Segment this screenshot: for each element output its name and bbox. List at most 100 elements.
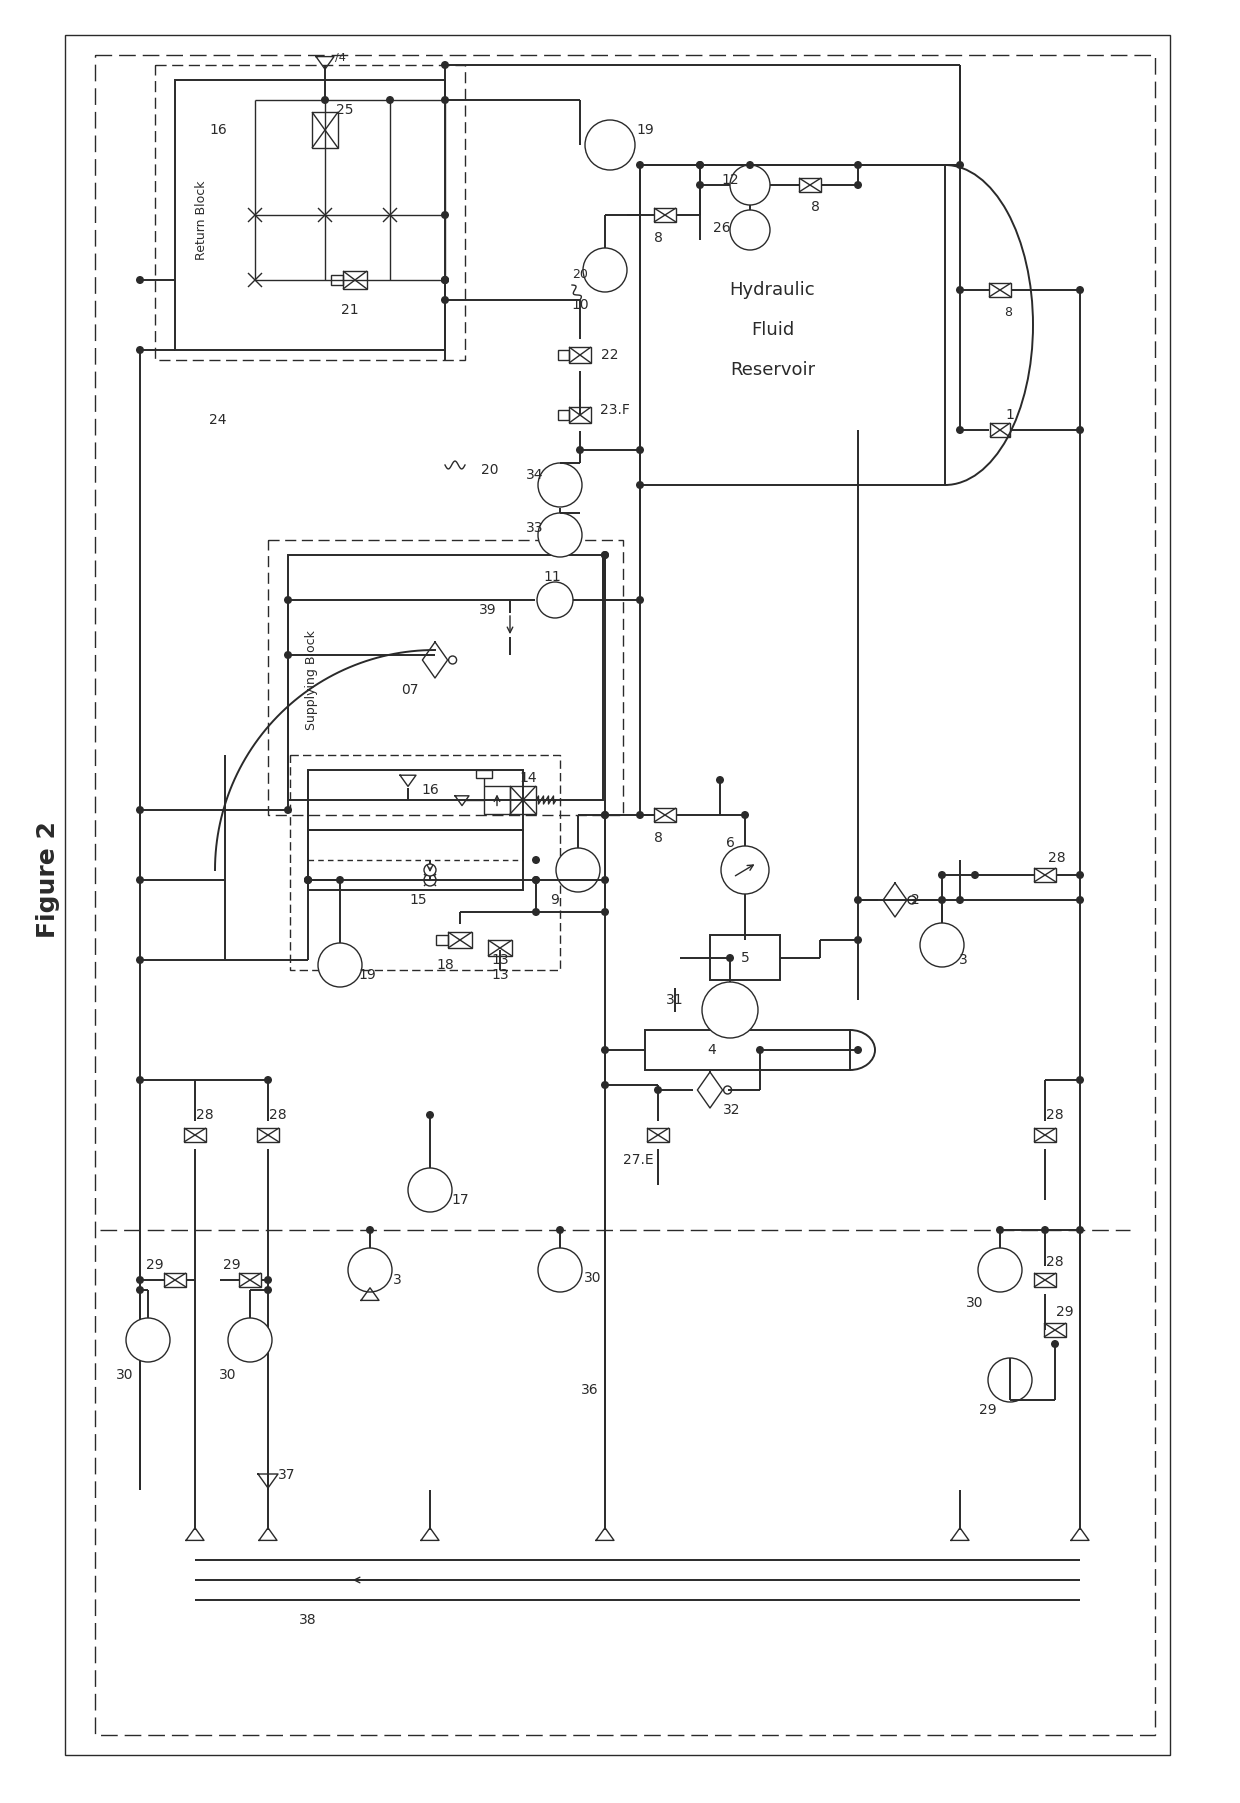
Bar	[175, 79, 445, 350]
Bar	[510, 786, 536, 813]
Bar	[288, 555, 603, 801]
Text: 20: 20	[481, 463, 498, 478]
Circle shape	[601, 552, 609, 559]
Circle shape	[441, 276, 449, 285]
Bar	[558, 350, 569, 361]
Circle shape	[424, 864, 436, 876]
Text: 29: 29	[980, 1403, 997, 1417]
Circle shape	[336, 876, 343, 883]
Text: 28: 28	[1047, 1255, 1064, 1269]
Circle shape	[532, 876, 539, 883]
Circle shape	[538, 514, 582, 557]
Text: Return Block: Return Block	[195, 180, 208, 260]
Circle shape	[696, 160, 704, 169]
Circle shape	[920, 923, 963, 966]
Text: 29: 29	[146, 1258, 164, 1271]
Circle shape	[228, 1318, 272, 1361]
Bar	[290, 755, 560, 970]
Bar	[489, 939, 512, 956]
Circle shape	[1076, 1226, 1084, 1233]
Text: 13: 13	[491, 954, 508, 966]
Circle shape	[136, 276, 144, 285]
Circle shape	[725, 954, 734, 963]
Text: 38: 38	[299, 1614, 316, 1626]
Circle shape	[956, 287, 963, 294]
Text: 19: 19	[636, 123, 653, 137]
Text: 28: 28	[1048, 851, 1066, 865]
Circle shape	[556, 1226, 564, 1233]
Text: 10: 10	[572, 297, 589, 312]
Bar	[484, 786, 510, 813]
Circle shape	[284, 597, 291, 604]
Circle shape	[427, 1111, 434, 1120]
Circle shape	[126, 1318, 170, 1361]
Circle shape	[720, 846, 769, 894]
Circle shape	[601, 811, 609, 819]
Circle shape	[441, 96, 449, 105]
Circle shape	[538, 1248, 582, 1293]
Circle shape	[386, 96, 394, 105]
Circle shape	[601, 1082, 609, 1089]
Circle shape	[696, 180, 704, 189]
Circle shape	[424, 874, 436, 885]
Circle shape	[348, 1248, 392, 1293]
Circle shape	[702, 983, 758, 1039]
Circle shape	[908, 896, 916, 903]
Bar	[711, 936, 780, 981]
Circle shape	[532, 856, 539, 864]
Circle shape	[956, 896, 963, 903]
Text: 16: 16	[210, 123, 227, 137]
Text: 4: 4	[708, 1042, 717, 1057]
Bar	[64, 34, 1171, 1754]
Circle shape	[854, 1046, 862, 1055]
Circle shape	[556, 847, 600, 892]
Text: 5: 5	[740, 950, 749, 965]
Bar	[558, 411, 569, 420]
Bar	[1034, 1129, 1056, 1141]
Bar	[312, 112, 339, 148]
Text: 9: 9	[551, 892, 559, 907]
Bar	[799, 178, 821, 191]
Circle shape	[577, 445, 584, 454]
Circle shape	[956, 160, 963, 169]
Circle shape	[441, 276, 449, 285]
Circle shape	[746, 160, 754, 169]
Text: Hydraulic: Hydraulic	[729, 281, 816, 299]
Circle shape	[532, 876, 539, 883]
Circle shape	[304, 876, 312, 883]
Circle shape	[585, 121, 635, 169]
Circle shape	[583, 249, 627, 292]
Text: 18: 18	[436, 957, 454, 972]
Text: 8: 8	[653, 231, 662, 245]
Text: 28: 28	[196, 1109, 213, 1121]
Text: 12: 12	[722, 173, 739, 188]
Circle shape	[730, 166, 770, 206]
Circle shape	[854, 160, 862, 169]
Circle shape	[996, 1226, 1004, 1233]
Circle shape	[284, 651, 291, 660]
Bar	[1044, 1323, 1066, 1338]
Circle shape	[264, 1286, 272, 1295]
Text: 28: 28	[1047, 1109, 1064, 1121]
Text: 24: 24	[210, 413, 227, 427]
Text: 25: 25	[336, 103, 353, 117]
Circle shape	[601, 552, 609, 559]
Circle shape	[756, 1046, 764, 1055]
Circle shape	[1076, 896, 1084, 903]
Circle shape	[321, 96, 329, 105]
Circle shape	[304, 876, 312, 883]
Circle shape	[715, 775, 724, 784]
Bar	[569, 346, 591, 362]
Circle shape	[730, 209, 770, 251]
Circle shape	[304, 876, 312, 883]
Bar	[645, 1030, 849, 1069]
Circle shape	[601, 1046, 609, 1055]
Text: 30: 30	[117, 1368, 134, 1383]
Circle shape	[136, 1286, 144, 1295]
Text: 20: 20	[572, 269, 588, 281]
Text: /4: /4	[335, 52, 346, 63]
Text: 34: 34	[526, 469, 544, 481]
Circle shape	[441, 276, 449, 285]
Circle shape	[136, 1277, 144, 1284]
Circle shape	[136, 876, 144, 883]
